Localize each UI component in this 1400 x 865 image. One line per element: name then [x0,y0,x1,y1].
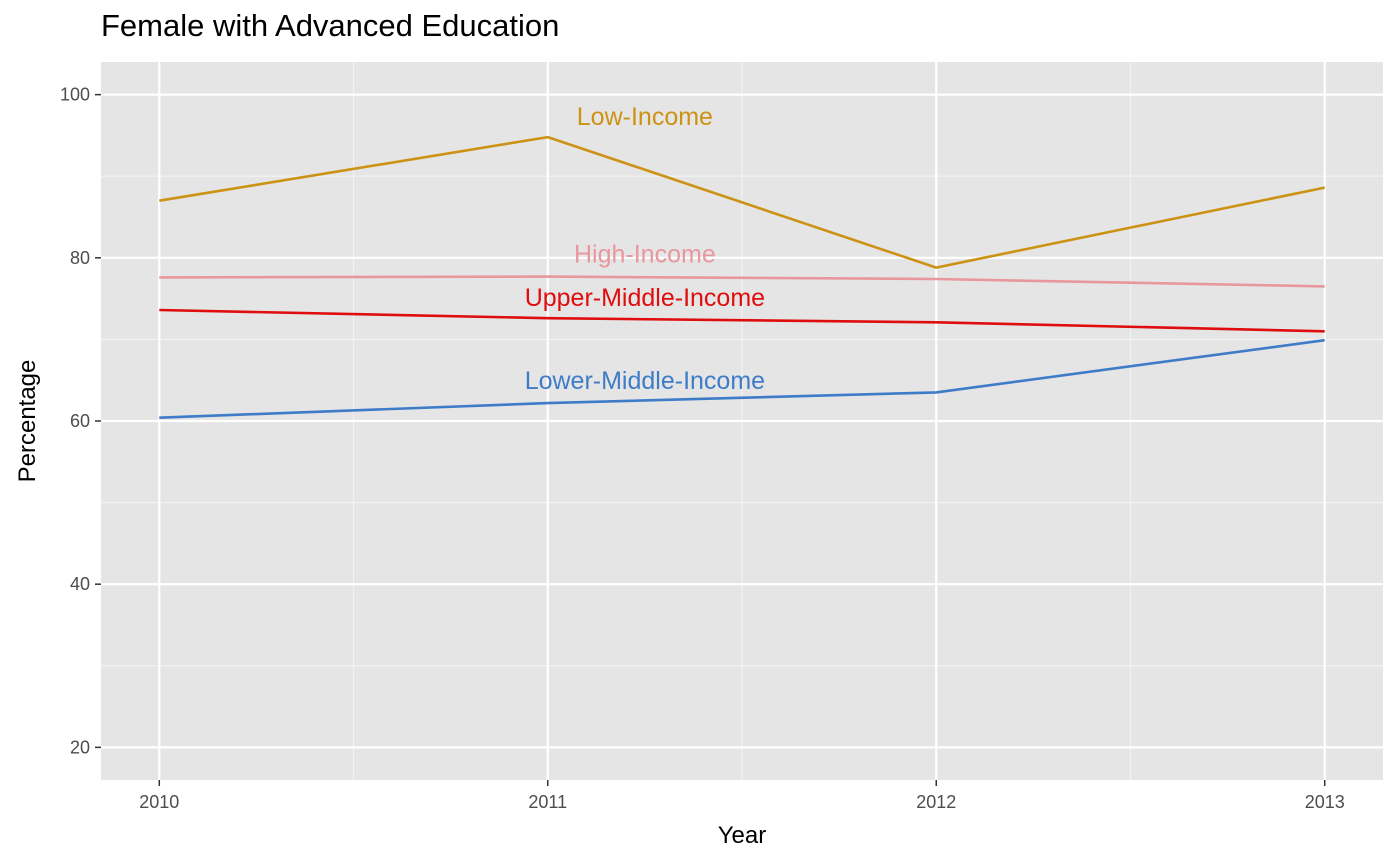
series-label-high-income: High-Income [574,241,716,269]
series-line-low-income [159,135,1325,269]
series-label-lower-middle-income: Lower-Middle-Income [525,367,765,395]
y-tick-label: 40 [70,574,90,594]
series-lines [159,135,1325,419]
x-tick-label: 2013 [1305,792,1345,812]
x-tick-label: 2012 [916,792,956,812]
series-labels: Low-Income High-Income Upper-Middle-Income… [525,103,765,395]
y-tick-label: 80 [70,248,90,268]
x-tick-label: 2011 [528,792,567,812]
series-label-upper-middle-income: Upper-Middle-Income [525,284,765,312]
chart-title: Female with Advanced Education [101,8,560,43]
x-tick-label: 2010 [139,792,179,812]
major-gridlines [101,62,1383,780]
series-label-low-income: Low-Income [577,103,713,131]
series-line-upper-middle-income [159,308,1325,333]
x-axis: 2010 2011 2012 2013 [139,780,1345,812]
y-tick-label: 20 [70,737,90,757]
series-line-lower-middle-income [159,338,1325,419]
y-axis: 20 40 60 80 100 [60,85,101,757]
y-tick-label: 100 [60,85,90,105]
x-axis-title: Year [718,822,767,849]
series-line-high-income [159,275,1325,288]
y-axis-title: Percentage [14,360,41,483]
y-tick-label: 60 [70,411,90,431]
